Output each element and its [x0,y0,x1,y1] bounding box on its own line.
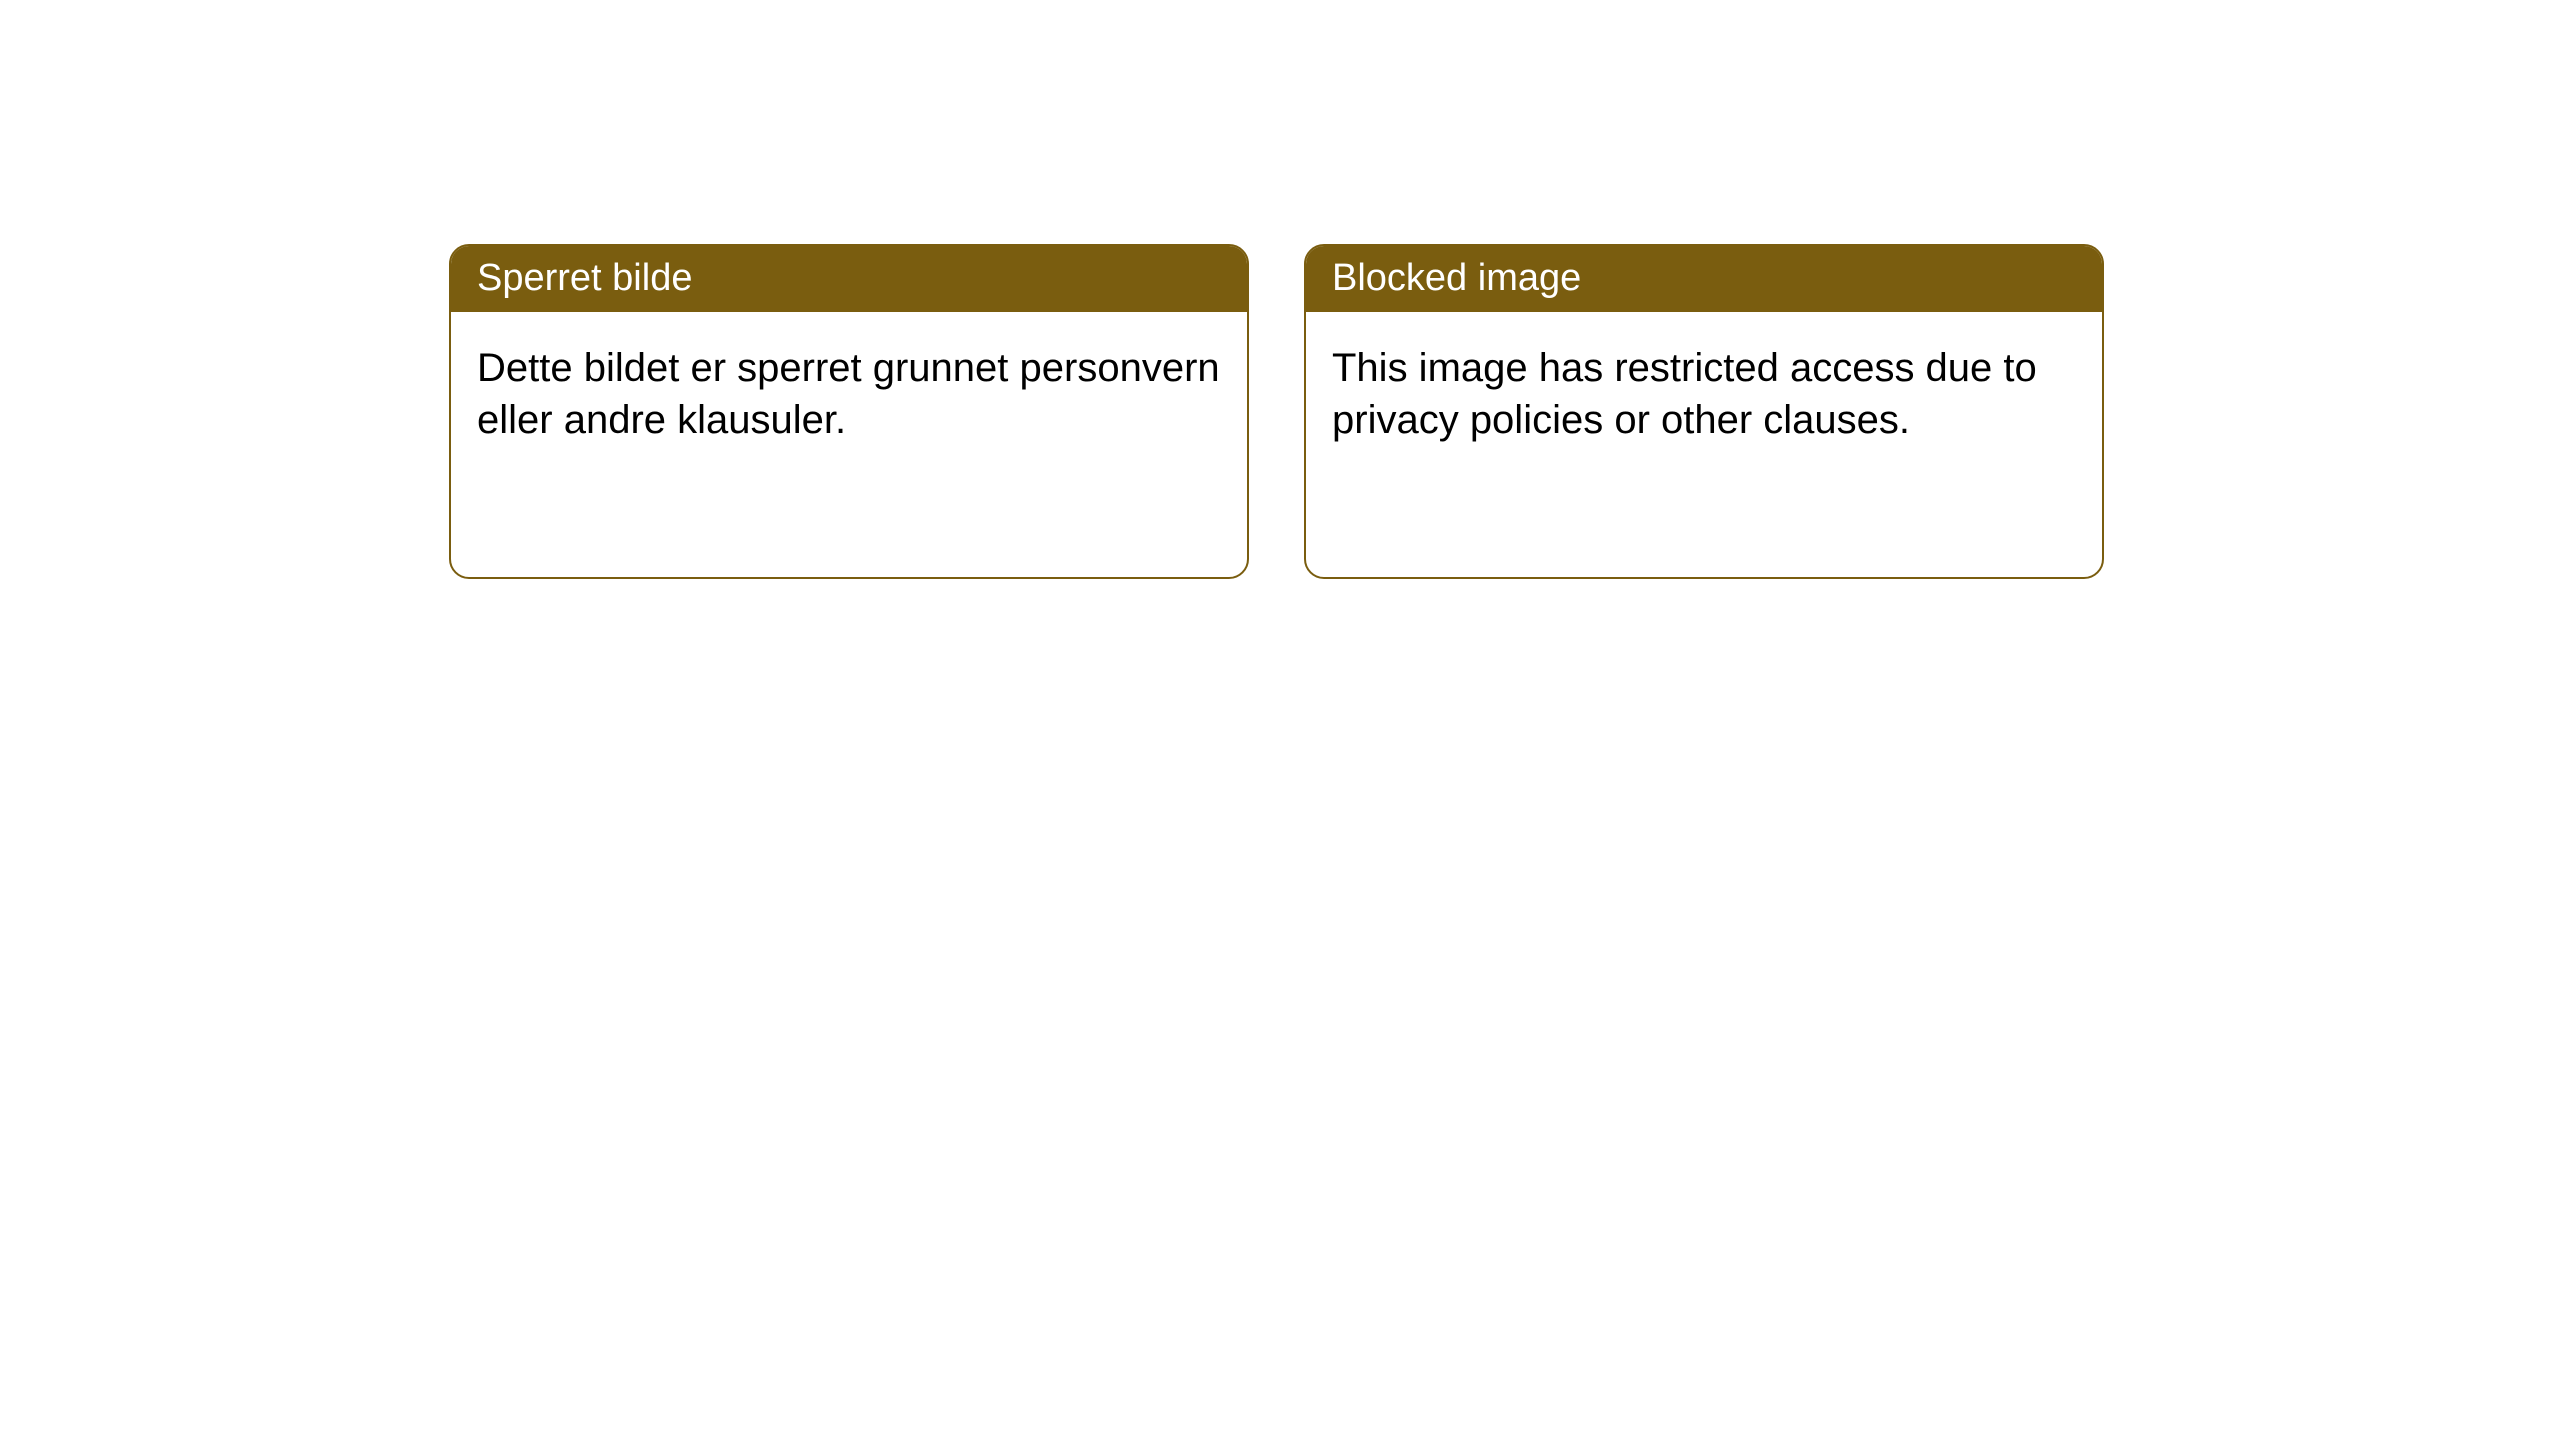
notice-card-norwegian: Sperret bilde Dette bildet er sperret gr… [449,244,1249,579]
notice-card-header: Blocked image [1306,246,2102,312]
notice-card-title: Sperret bilde [477,257,692,299]
notice-card-english: Blocked image This image has restricted … [1304,244,2104,579]
notice-cards-container: Sperret bilde Dette bildet er sperret gr… [449,244,2104,579]
notice-card-body-text: Dette bildet er sperret grunnet personve… [477,346,1220,442]
notice-card-header: Sperret bilde [451,246,1247,312]
notice-card-body-text: This image has restricted access due to … [1332,346,2037,442]
notice-card-body: This image has restricted access due to … [1306,312,2102,577]
notice-card-body: Dette bildet er sperret grunnet personve… [451,312,1247,577]
notice-card-title: Blocked image [1332,257,1581,299]
